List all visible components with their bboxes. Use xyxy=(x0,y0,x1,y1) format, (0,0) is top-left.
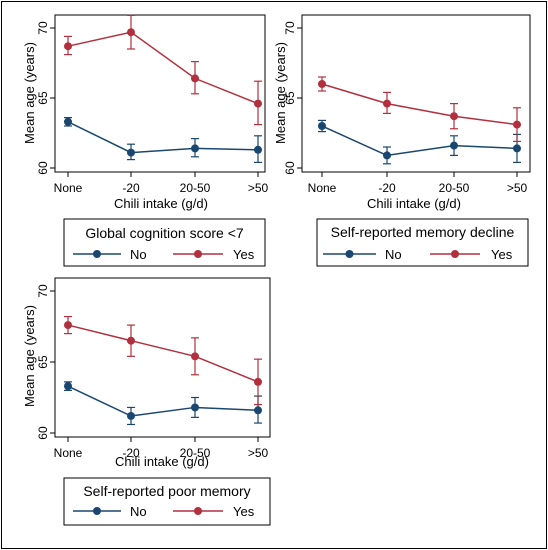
legend-label-yes: Yes xyxy=(233,504,255,519)
data-point xyxy=(127,336,135,345)
y-tick-label: 60 xyxy=(36,426,50,440)
series-no xyxy=(318,119,521,165)
data-point xyxy=(383,99,391,108)
series-line xyxy=(67,31,259,105)
legend-box xyxy=(63,477,271,526)
y-tick-label: 65 xyxy=(283,91,297,105)
y-tick-label: 65 xyxy=(36,355,50,369)
legend: Self-reported memory decline No Yes xyxy=(316,218,529,267)
data-point xyxy=(64,42,72,51)
chart-panel-1: 60 65 70 None -20 20-50 >50 Mean age (years) Chi… xyxy=(22,14,269,267)
series-line xyxy=(67,121,259,154)
data-point xyxy=(127,28,135,37)
x-tick-label: 20-50 xyxy=(439,181,470,195)
data-point xyxy=(254,145,262,154)
data-point xyxy=(513,144,521,153)
x-tick-label: None xyxy=(308,181,337,195)
data-point xyxy=(64,382,72,391)
x-axis-title: Chili intake (g/d) xyxy=(367,196,461,211)
legend-label-no: No xyxy=(130,247,147,262)
y-axis-title: Mean age (years) xyxy=(22,305,37,407)
y-tick-label: 60 xyxy=(36,161,50,175)
y-axis-title: Mean age (years) xyxy=(273,42,288,144)
legend: Self-reported poor memory No Yes xyxy=(63,477,271,526)
x-axis-title: Chili intake (g/d) xyxy=(114,196,208,211)
x-tick-label: -20 xyxy=(122,181,140,195)
data-point xyxy=(450,141,458,150)
x-tick-label: >50 xyxy=(248,181,269,195)
data-point xyxy=(127,411,135,420)
series-no xyxy=(64,381,262,426)
data-point xyxy=(383,151,391,160)
legend-label-yes: Yes xyxy=(233,247,255,262)
legend: Global cognition score <7 No Yes xyxy=(63,218,266,267)
data-point xyxy=(64,117,72,126)
data-point xyxy=(254,406,262,415)
data-point xyxy=(191,403,199,412)
x-axis-title: Chili intake (g/d) xyxy=(115,454,209,469)
data-point xyxy=(127,148,135,157)
legend-marker-yes xyxy=(194,250,202,258)
data-point xyxy=(318,122,326,130)
series-yes xyxy=(64,14,262,126)
y-tick-label: 60 xyxy=(283,161,297,175)
series-line xyxy=(67,324,259,383)
plot-area xyxy=(301,14,531,173)
legend-marker-yes xyxy=(451,250,459,258)
x-tick-label: 20-50 xyxy=(180,446,211,460)
legend-box xyxy=(63,218,266,267)
data-point xyxy=(254,99,262,108)
x-tick-label: >50 xyxy=(507,181,528,195)
series-yes xyxy=(318,76,521,142)
legend-title: Self-reported poor memory xyxy=(83,483,250,499)
legend-label-no: No xyxy=(385,247,402,262)
data-point xyxy=(450,112,458,121)
y-tick-label: 65 xyxy=(36,91,50,105)
legend-box xyxy=(316,218,529,267)
x-tick-label: -20 xyxy=(378,181,396,195)
data-point xyxy=(513,120,521,129)
data-point xyxy=(318,80,326,88)
plot-area xyxy=(54,277,271,438)
x-tick-label: -20 xyxy=(122,446,140,460)
x-tick-label: >50 xyxy=(248,446,269,460)
y-tick-label: 70 xyxy=(36,21,50,35)
x-tick-label: None xyxy=(54,446,83,460)
data-point xyxy=(191,74,199,83)
legend-marker-yes xyxy=(194,507,202,515)
series-line xyxy=(321,125,518,157)
legend-marker-no xyxy=(345,250,354,258)
legend-title: Self-reported memory decline xyxy=(331,224,515,240)
data-point xyxy=(254,377,262,386)
legend-label-no: No xyxy=(130,504,147,519)
x-tick-label: None xyxy=(54,181,83,195)
series-yes xyxy=(64,315,262,406)
chart-panel-3: 60 65 70 None -20 20-50 >50 Mean age (years) Chi… xyxy=(22,277,271,526)
x-tick-label: 20-50 xyxy=(180,181,211,195)
y-tick-label: 70 xyxy=(36,284,50,298)
y-tick-label: 70 xyxy=(283,21,297,35)
data-point xyxy=(191,144,199,153)
series-line xyxy=(321,83,518,126)
series-no xyxy=(64,116,262,163)
legend-title: Global cognition score <7 xyxy=(85,225,244,241)
legend-label-yes: Yes xyxy=(491,247,513,262)
data-point xyxy=(64,321,72,330)
y-axis-title: Mean age (years) xyxy=(22,42,37,144)
chart-panel-2: 60 65 70 None -20 20-50 >50 Mean age (years) Chi… xyxy=(273,14,531,267)
data-point xyxy=(191,352,199,361)
legend-marker-no xyxy=(93,507,101,515)
legend-marker-no xyxy=(93,250,101,258)
series-line xyxy=(67,385,259,417)
